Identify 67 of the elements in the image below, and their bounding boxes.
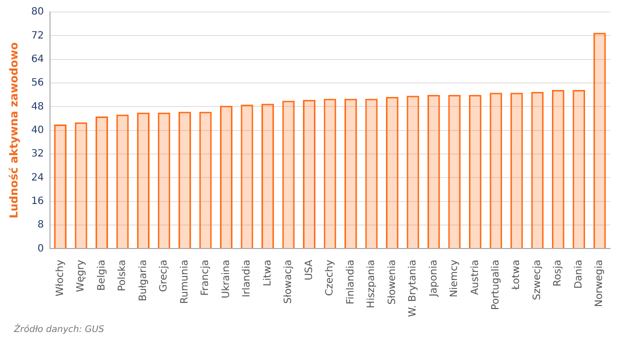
text: Źródło danych: GUS	[14, 325, 104, 335]
bar	[427, 94, 440, 248]
bar	[593, 32, 606, 248]
x-tick-label: Rumunia	[179, 260, 190, 304]
bar	[240, 104, 254, 248]
y-tick-label: 56	[31, 78, 44, 89]
bar	[510, 92, 523, 248]
x-tick-label: Czechy	[324, 260, 336, 296]
x-tick-label: Węgry	[76, 260, 87, 292]
x-tick-label: Bułgaria	[138, 260, 149, 302]
y-tick-label: 72	[31, 30, 44, 42]
y-tick-label: 48	[31, 101, 44, 112]
bar	[137, 112, 150, 248]
bar	[282, 100, 295, 248]
x-tick-label: Austria	[470, 260, 481, 296]
bar	[365, 98, 378, 248]
x-tick-label: Niemcy	[449, 260, 460, 298]
x-tick-label: Irlandia	[242, 260, 253, 298]
bar	[74, 122, 88, 248]
x-tick-label: Litwa	[262, 260, 274, 286]
x-tick-label: Ukraina	[220, 260, 232, 298]
bar	[344, 98, 357, 248]
x-tick-label: Rosja	[552, 260, 564, 286]
y-tick-label: 24	[31, 172, 44, 184]
x-tick-label: USA	[304, 260, 315, 280]
bar	[406, 96, 420, 248]
bar	[386, 96, 398, 248]
x-tick-label: Szwecja	[532, 260, 543, 300]
y-tick-label: 40	[31, 124, 44, 136]
bar	[448, 94, 461, 248]
y-tick-label: 8	[38, 220, 44, 231]
bar	[158, 112, 170, 248]
bar	[116, 114, 129, 248]
bar	[552, 90, 564, 248]
x-tick-label: Grecja	[158, 260, 170, 292]
x-tick-label: Belgia	[96, 260, 108, 291]
x-tick-label: Dania	[573, 260, 584, 289]
y-tick-label: 16	[31, 196, 44, 207]
bar	[178, 112, 191, 248]
x-tick-label: Japonia	[428, 260, 440, 298]
bar	[468, 94, 482, 248]
x-tick-label: Portugalia	[490, 260, 502, 310]
x-tick-label: Norwegia	[594, 260, 606, 308]
bar	[262, 104, 274, 248]
bar	[572, 90, 586, 248]
bar	[96, 116, 108, 248]
x-tick-label: Polska	[117, 260, 128, 292]
y-tick-label: 32	[31, 148, 44, 160]
bar	[199, 112, 212, 248]
x-tick-label: W. Brytania	[408, 260, 419, 317]
x-tick-label: Łotwa	[511, 260, 522, 291]
y-tick-label: 0	[38, 243, 44, 254]
x-tick-label: Słowenia	[386, 260, 398, 305]
x-tick-label: Finlandia	[345, 260, 356, 304]
x-tick-label: Hiszpania	[366, 260, 378, 308]
bar	[324, 98, 336, 248]
y-tick-label: 80	[31, 6, 44, 18]
y-tick-label: 64	[31, 54, 44, 65]
bar	[220, 106, 232, 248]
x-tick-label: Francja	[200, 260, 212, 296]
bar	[302, 100, 316, 248]
bar	[531, 92, 544, 248]
bar	[490, 92, 502, 248]
bar	[54, 124, 67, 248]
x-tick-label: Włochy	[54, 260, 66, 296]
y-axis-title: Ludność aktywna zawodowo	[7, 42, 20, 218]
x-tick-label: Słowacja	[283, 260, 294, 304]
